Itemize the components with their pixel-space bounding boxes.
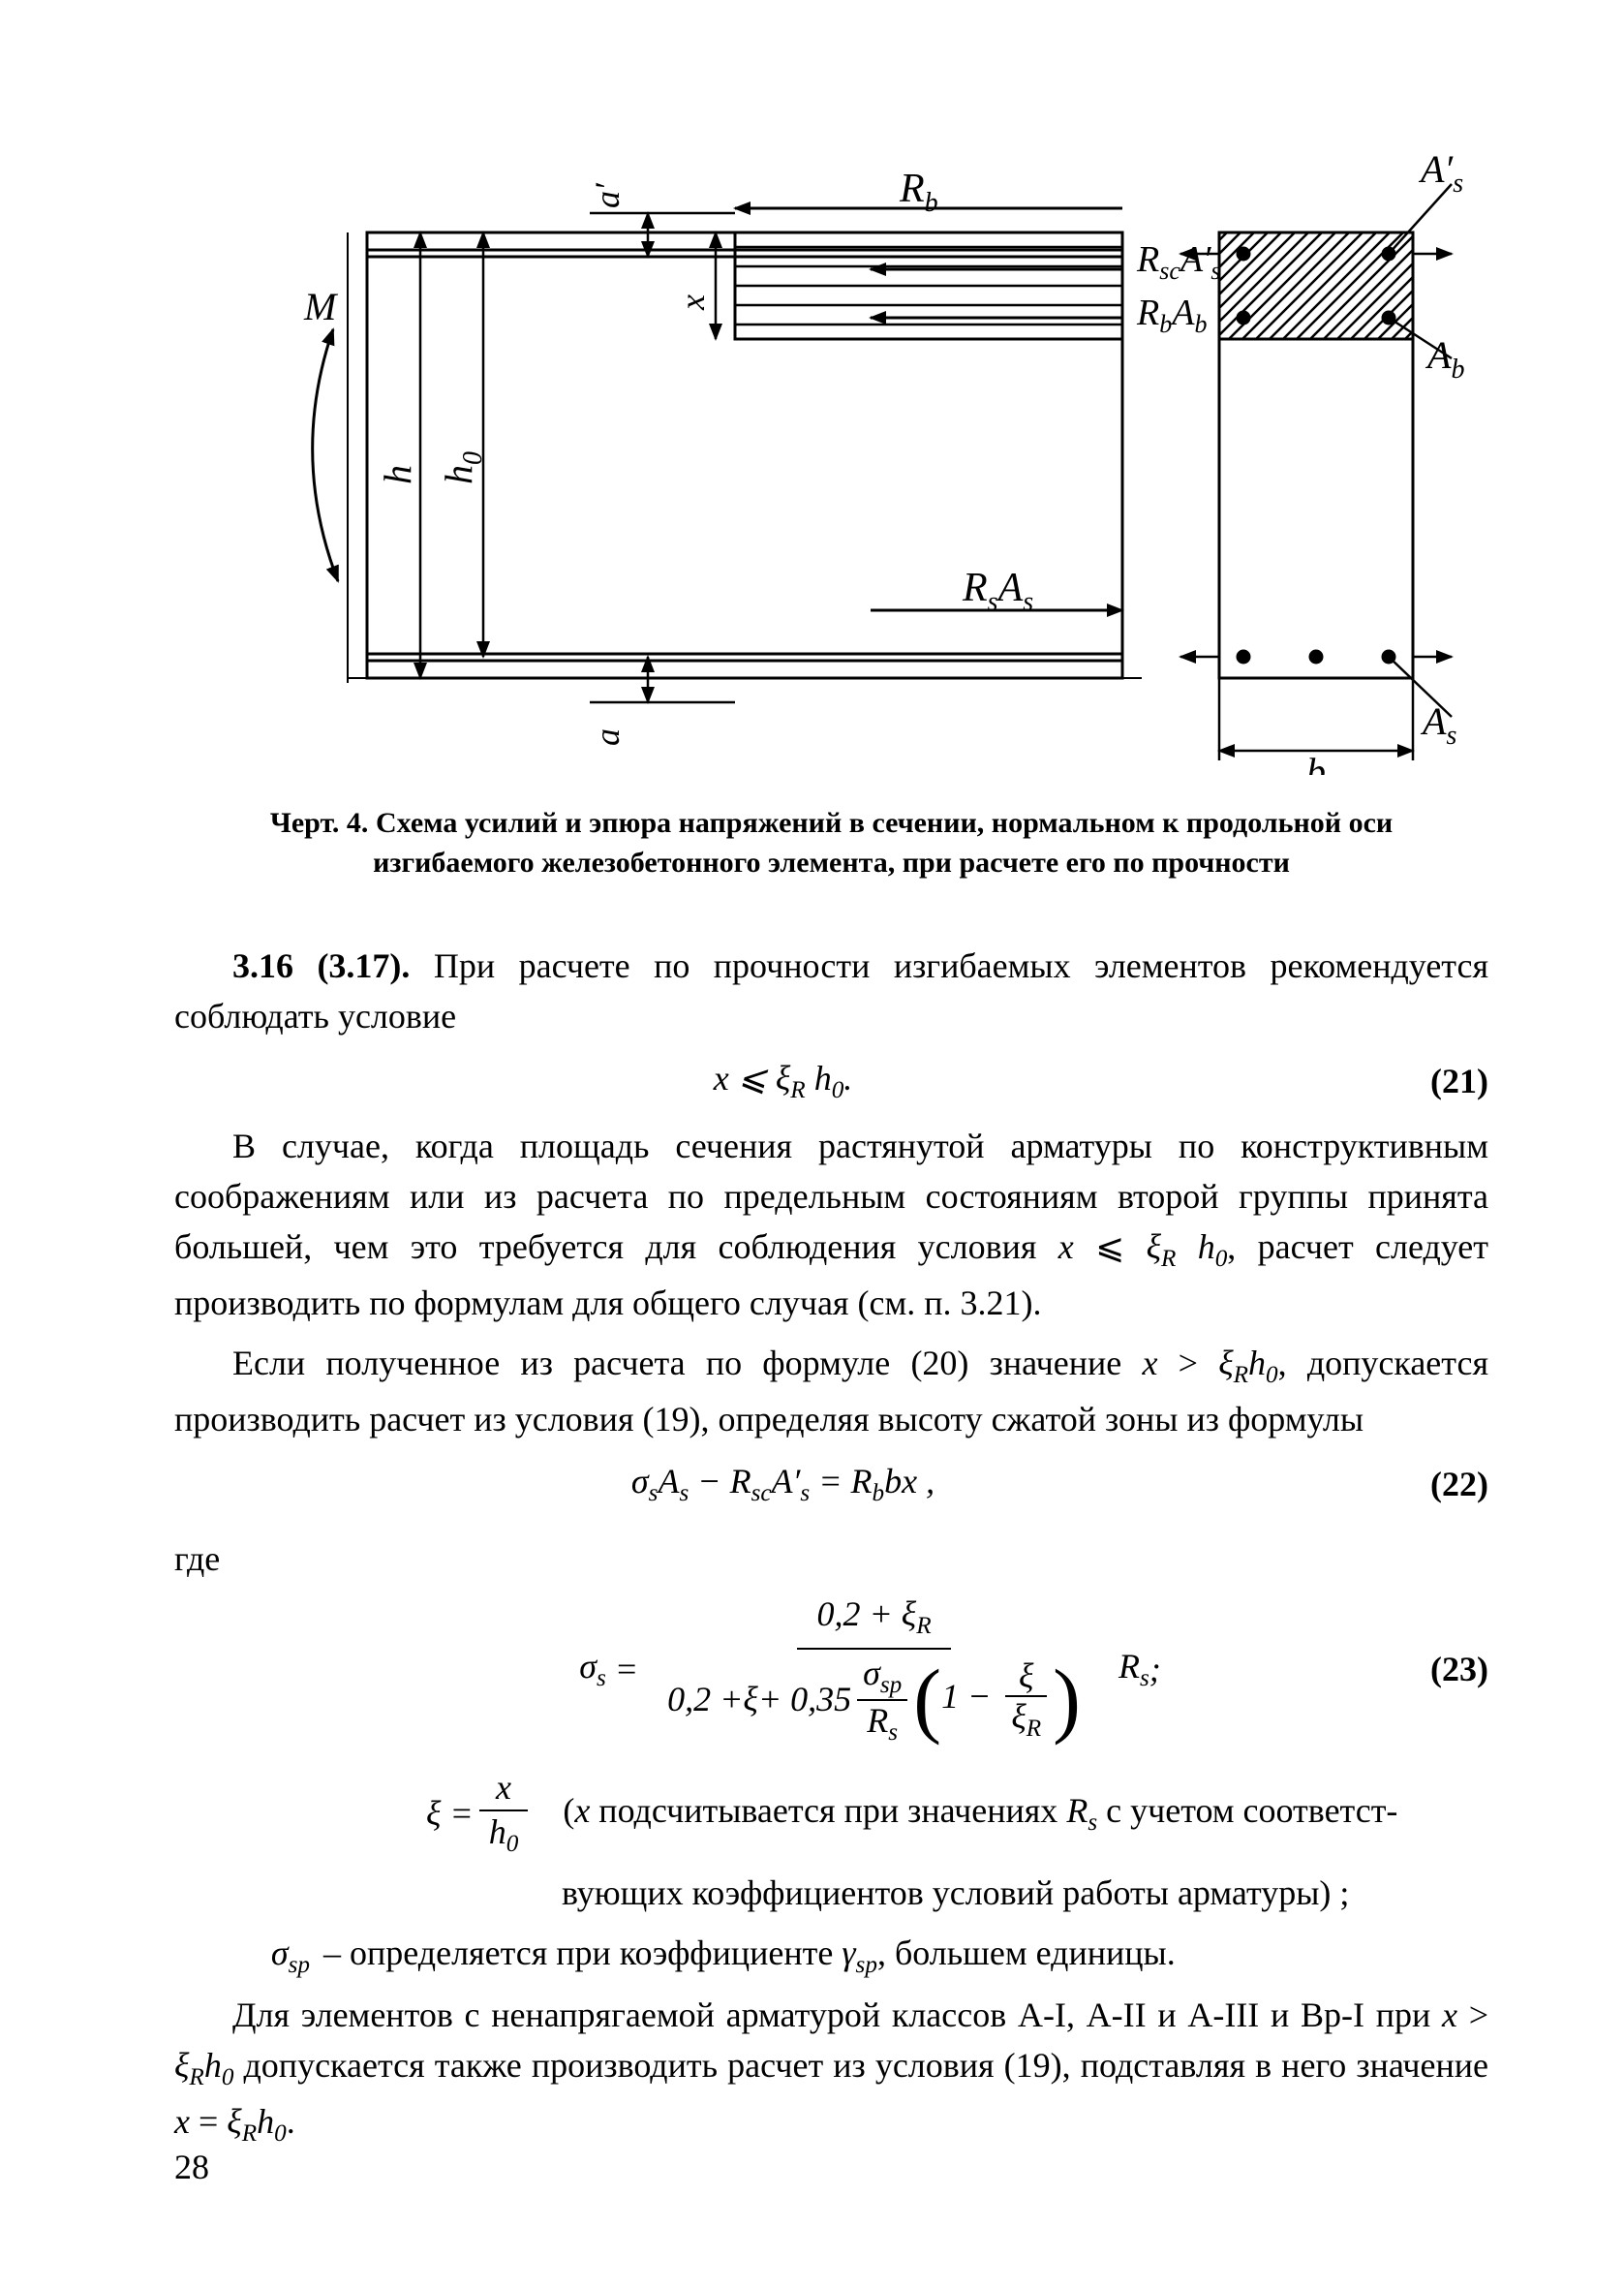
eq22-num: (22) (1392, 1459, 1488, 1509)
para-316-head: 3.16 (3.17). (232, 946, 410, 985)
svg-text:h0: h0 (437, 451, 488, 484)
xi-definition: ξ = x h0 (x подсчитывается при значениях… (174, 1769, 1488, 1858)
svg-text:a′: a′ (588, 182, 627, 208)
sigma-sp-definition: σsp – определяется при коэффициенте γsp,… (174, 1928, 1488, 1984)
eq23-body: σs = 0,2 + ξR 0,2 + ξ + 0,35 σsp Rs ( 1 … (349, 1593, 1392, 1745)
eq23-num: (23) (1392, 1644, 1488, 1694)
figure-caption: Черт. 4. Схема усилий и эпюра напряжений… (232, 804, 1430, 882)
svg-text:RbAb: RbAb (1136, 293, 1207, 338)
svg-text:RscA′s: RscA′s (1136, 239, 1221, 285)
svg-text:RsAs: RsAs (962, 566, 1033, 617)
svg-text:Rb: Rb (899, 167, 938, 218)
figure-4: M h h0 a′ a (174, 155, 1488, 775)
para-316: 3.16 (3.17). При расчете по прочности из… (174, 941, 1488, 1041)
para3a: Если полученное из расчета по формуле (2… (232, 1344, 1142, 1382)
svg-text:A′s: A′s (1418, 155, 1463, 199)
eq21-body: x ⩽ ξR h0. (174, 1053, 1392, 1109)
eq21-num: (21) (1392, 1056, 1488, 1106)
eq22-body: σsAs − RscA′s = Rbbx , (174, 1456, 1392, 1512)
para-last-b: допускается также производить расчет из … (233, 2046, 1488, 2085)
para-case: В случае, когда площадь сечения растянут… (174, 1121, 1488, 1328)
para-last: Для элементов с ненапрягаемой арматурой … (174, 1990, 1488, 2152)
svg-text:As: As (1420, 699, 1456, 751)
svg-text:x: x (673, 294, 712, 311)
svg-text:Ab: Ab (1425, 333, 1464, 385)
where-label: где (174, 1533, 220, 1584)
svg-text:a: a (588, 728, 627, 746)
equation-23: σs = 0,2 + ξR 0,2 + ξ + 0,35 σsp Rs ( 1 … (174, 1593, 1488, 1745)
caption-prefix: Черт. 4. (270, 807, 369, 839)
svg-text:h: h (376, 465, 419, 484)
svg-text:b: b (1306, 750, 1326, 775)
para-if: Если полученное из расчета по формуле (2… (174, 1338, 1488, 1444)
xi-def-line2: вующих коэффициентов условий работы арма… (174, 1868, 1488, 1918)
figure-4-svg: M h h0 a′ a (193, 155, 1471, 775)
para-last-a: Для элементов с ненапрягаемой арматурой … (232, 1995, 1442, 2034)
equation-21: x ⩽ ξR h0. (21) (174, 1053, 1488, 1109)
page-number: 28 (174, 2142, 209, 2192)
svg-text:M: M (303, 285, 339, 328)
para-last-c: . (287, 2102, 295, 2141)
caption-text: Схема усилий и эпюра напряжений в сечени… (373, 807, 1393, 879)
equation-22: σsAs − RscA′s = Rbbx , (22) (174, 1456, 1488, 1512)
